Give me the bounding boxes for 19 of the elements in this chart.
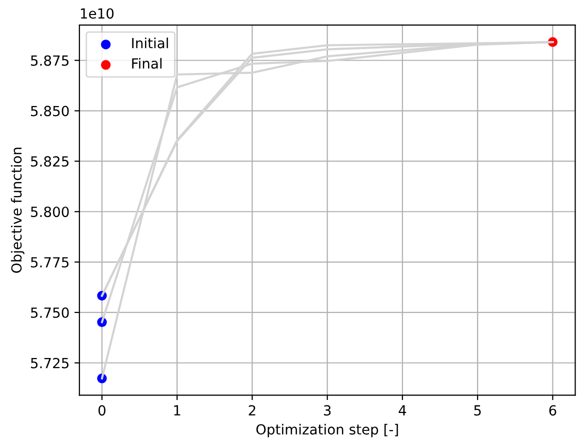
x-tick-label: 0: [98, 405, 106, 416]
x-axis-title: Optimization step [-]: [256, 424, 398, 438]
y-tick-label: 5.725: [31, 358, 68, 368]
legend-label: Initial: [132, 38, 168, 48]
y-tick-label: 5.775: [31, 257, 68, 268]
x-tick-label: 4: [398, 405, 406, 416]
y-tick-label: 5.875: [31, 55, 68, 66]
y-tick-label: 5.850: [31, 106, 69, 116]
x-tick-label: 2: [248, 405, 256, 416]
x-tick-label: 6: [549, 405, 556, 416]
y-tick-label: 5.825: [31, 156, 68, 167]
y-tick-label: 5.750: [31, 307, 69, 318]
x-tick-label: 3: [324, 405, 331, 416]
y-axis-title: Objective function: [10, 148, 24, 273]
legend-label: Final: [132, 58, 162, 69]
y-tick-label: 5.800: [31, 206, 69, 218]
x-tick-label: 1: [174, 405, 180, 416]
x-tick-label: 5: [474, 405, 481, 416]
text: 1e10: [80, 8, 114, 19]
